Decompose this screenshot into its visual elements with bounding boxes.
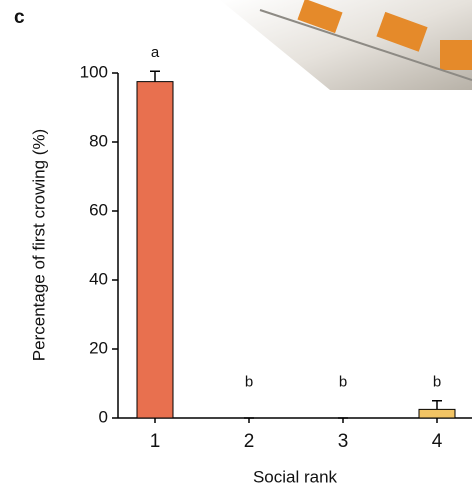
- y-axis-title: Percentage of first crowing (%): [29, 129, 48, 361]
- x-tick-label: 1: [150, 431, 161, 452]
- y-tick-label: 0: [99, 407, 108, 426]
- significance-label: b: [433, 374, 441, 391]
- error-bar: [432, 401, 442, 410]
- significance-label: a: [151, 44, 160, 61]
- error-bar: [150, 71, 160, 81]
- y-tick-label: 100: [80, 62, 108, 81]
- significance-label: b: [339, 374, 347, 391]
- x-tick-label: 2: [244, 431, 255, 452]
- bar: [137, 82, 173, 418]
- y-tick-label: 80: [89, 131, 108, 150]
- photo-inset: [220, 0, 472, 90]
- x-tick-label: 4: [432, 431, 443, 452]
- panel-label: c: [14, 7, 25, 28]
- chart: c Percentage of first crowing (%) Social…: [0, 0, 472, 490]
- x-axis-title: Social rank: [253, 467, 338, 486]
- y-tick-label: 20: [89, 338, 108, 357]
- bar: [419, 409, 455, 418]
- x-tick-label: 3: [338, 431, 349, 452]
- significance-label: b: [245, 374, 253, 391]
- y-tick-label: 60: [89, 200, 108, 219]
- y-tick-label: 40: [89, 269, 108, 288]
